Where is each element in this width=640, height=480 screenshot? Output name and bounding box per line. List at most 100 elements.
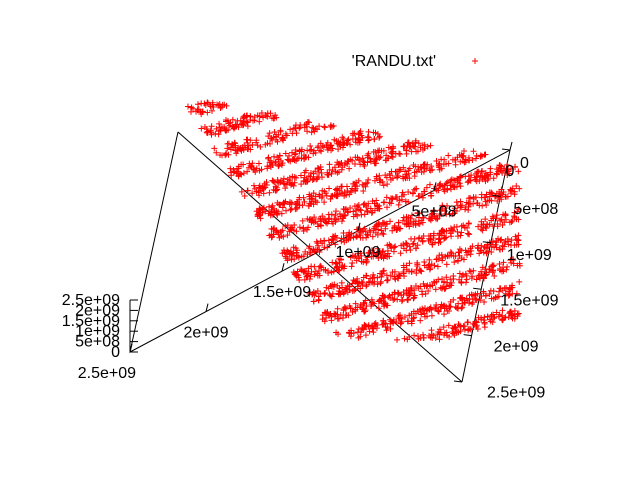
scatter-point bbox=[375, 255, 382, 262]
scatter-point bbox=[321, 309, 328, 316]
scatter-point bbox=[300, 225, 307, 232]
scatter-point bbox=[459, 294, 466, 301]
y-tick-label: 1e+09 bbox=[507, 247, 552, 264]
scatter-point bbox=[235, 165, 242, 172]
scatter-point bbox=[461, 299, 468, 306]
scatter-point bbox=[332, 212, 339, 219]
scatter-point bbox=[316, 193, 323, 200]
scatter-point bbox=[489, 213, 496, 220]
scatter-point bbox=[328, 123, 335, 130]
scatter-point bbox=[456, 246, 463, 253]
scatter-point bbox=[357, 161, 364, 168]
scatter-point bbox=[296, 276, 303, 283]
scatter-point bbox=[346, 302, 353, 309]
scatter-point bbox=[318, 169, 325, 176]
scatter-point bbox=[470, 148, 477, 155]
scatter-point bbox=[364, 179, 371, 186]
scatter-point bbox=[446, 333, 453, 340]
scatter-point bbox=[357, 301, 364, 308]
scatter-point bbox=[336, 315, 343, 322]
scatter-point bbox=[426, 266, 433, 273]
scatter-point bbox=[501, 239, 508, 246]
scatter-point bbox=[354, 212, 361, 219]
scatter-point bbox=[495, 164, 502, 171]
scatter-point bbox=[259, 183, 266, 190]
scatter-point bbox=[301, 124, 308, 131]
scatter-point bbox=[337, 291, 344, 298]
scatter-point bbox=[386, 199, 393, 206]
scatter-point bbox=[443, 210, 450, 217]
scatter-point bbox=[367, 205, 374, 212]
scatter-point bbox=[304, 128, 311, 135]
scatter-point bbox=[292, 206, 299, 213]
scatter-point bbox=[440, 302, 447, 309]
scatter-point bbox=[364, 254, 371, 261]
scatter-point bbox=[240, 146, 247, 153]
scatter-point bbox=[306, 276, 313, 283]
scatter-point bbox=[360, 300, 367, 307]
scatter-point bbox=[367, 228, 374, 235]
scatter-point bbox=[307, 143, 314, 150]
scatter-point bbox=[410, 295, 417, 302]
scatter-point bbox=[287, 126, 294, 133]
scatter-point bbox=[479, 153, 486, 160]
scatter-point bbox=[480, 317, 487, 324]
scatter-point bbox=[435, 328, 442, 335]
scatter-point bbox=[349, 280, 356, 287]
scatter-point bbox=[490, 315, 497, 322]
scatter-point bbox=[305, 202, 312, 209]
scatter-point bbox=[481, 244, 488, 251]
scatter-point bbox=[291, 221, 298, 228]
scatter-point bbox=[432, 215, 439, 222]
scatter-point bbox=[444, 202, 451, 209]
scatter-point bbox=[314, 144, 321, 151]
scatter-point bbox=[374, 251, 381, 258]
scatter-point bbox=[349, 130, 356, 137]
scatter-point bbox=[460, 152, 467, 159]
scatter-point bbox=[435, 239, 442, 246]
x-tick-label: 1.5e+09 bbox=[253, 284, 311, 301]
y-tick-label: 2e+09 bbox=[494, 339, 539, 356]
scatter-point bbox=[229, 116, 236, 123]
scatter-point bbox=[278, 162, 285, 169]
scatter-point bbox=[360, 274, 367, 281]
scatter-point bbox=[495, 293, 502, 300]
scatter-point bbox=[457, 198, 464, 205]
scatter-point bbox=[450, 330, 457, 337]
scatter-point bbox=[375, 226, 382, 233]
scatter-point bbox=[202, 101, 209, 108]
scatter-point bbox=[308, 146, 315, 153]
scatter-point bbox=[247, 116, 254, 123]
scatter-point bbox=[389, 143, 396, 150]
scatter-point bbox=[449, 156, 456, 163]
scatter-point bbox=[439, 254, 446, 261]
scatter-point bbox=[321, 237, 328, 244]
scatter-point bbox=[405, 167, 412, 174]
scatter-point bbox=[435, 308, 442, 315]
scatter-point bbox=[238, 188, 245, 195]
scatter-point bbox=[433, 301, 440, 308]
scatter-point bbox=[468, 326, 475, 333]
scatter-point bbox=[188, 104, 195, 111]
scatter-point bbox=[264, 163, 271, 170]
scatter-point bbox=[298, 266, 305, 273]
scatter-point bbox=[187, 108, 194, 115]
scatter-point bbox=[373, 173, 380, 180]
scatter-point bbox=[446, 304, 453, 311]
scatter-point bbox=[359, 234, 366, 241]
scatter-point bbox=[234, 168, 241, 175]
scatter-point bbox=[397, 320, 404, 327]
scatter-point bbox=[380, 321, 387, 328]
scatter-point bbox=[244, 139, 251, 146]
scatter-point bbox=[298, 253, 305, 260]
scatter-point bbox=[510, 256, 517, 263]
scatter-point bbox=[355, 280, 362, 287]
scatter-point bbox=[284, 247, 291, 254]
scatter-point bbox=[402, 168, 409, 175]
x-tick-mark bbox=[357, 222, 361, 231]
scatter-point bbox=[482, 169, 489, 176]
scatter-point bbox=[426, 261, 433, 268]
scatter-point bbox=[400, 175, 407, 182]
scatter-point bbox=[482, 216, 489, 223]
